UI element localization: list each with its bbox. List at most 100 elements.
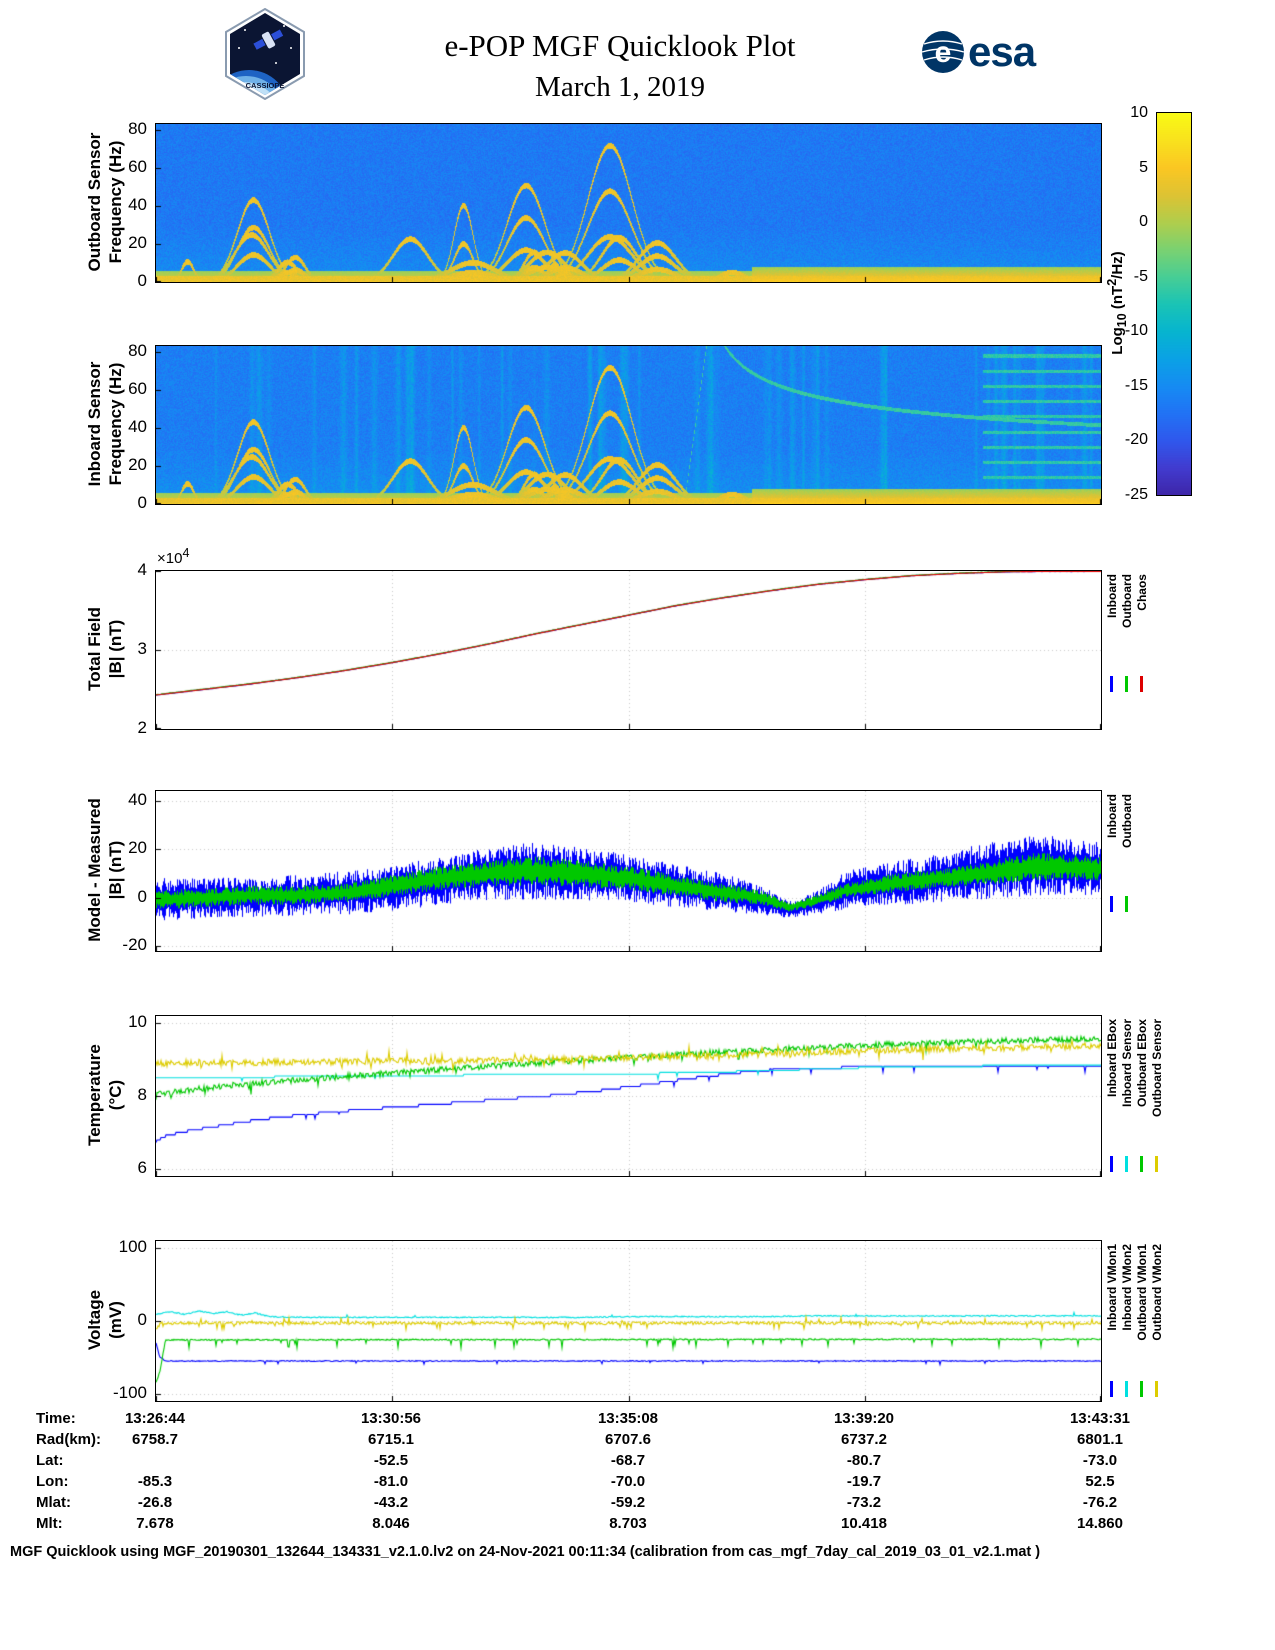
legend-swatch [1110,1381,1113,1397]
outboard-spectrogram-canvas [155,123,1102,283]
ytick-label: 4 [137,560,147,579]
legend-voltage: Inboard VMon1 Inboard VMon2 Outboard VMon1… [1104,1244,1164,1397]
legend-entry: Outboard [1119,794,1134,912]
colorbar-tick-label: -10 [1124,322,1148,340]
legend-label: Outboard VMon2 [1149,1244,1164,1341]
table-cell: -73.0 [1082,1452,1118,1469]
table-row: Mlat: -26.8 -43.2 -59.2 -73.2 -76.2 [0,1494,1275,1514]
legend-swatch [1125,676,1128,692]
legend-label: Outboard [1119,794,1134,848]
ytick-label: 8 [137,1085,147,1104]
legend-swatch [1155,1156,1158,1172]
table-cell: -76.2 [1082,1494,1118,1511]
legend-entry: Inboard [1104,794,1119,912]
ytick-label: 100 [118,1237,147,1257]
row-label: Time: [36,1410,76,1427]
colorbar-tick-label: 10 [1130,104,1148,121]
inboard-spectrogram-canvas [155,345,1102,505]
table-cell: 6737.2 [841,1431,887,1448]
table-cell: -26.8 [137,1494,173,1511]
ytick-label: 20 [128,454,147,474]
table-cell: 10.418 [841,1515,887,1532]
row-label: Rad(km): [36,1431,102,1448]
page-title: e-POP MGF Quicklook Plot [444,28,796,63]
ytick-label: 80 [128,118,147,138]
legend-entry: Inboard Sensor [1119,1019,1134,1172]
legend-label: Inboard [1104,574,1119,618]
esa-globe-e: e [935,36,952,69]
legend-label: Inboard VMon1 [1104,1244,1119,1331]
ytick-label: 40 [128,416,147,436]
temperature-canvas [155,1015,1102,1177]
table-cell: 6707.6 [605,1431,651,1448]
table-cell: -81.0 [373,1473,409,1490]
legend-label: Inboard [1104,794,1119,838]
table-cell: 8.046 [372,1515,410,1532]
colorbar-tick-label: -20 [1124,431,1148,449]
table-cell: -73.2 [846,1494,882,1511]
legend-label: Chaos [1134,574,1149,611]
table-cell: -85.3 [137,1473,173,1490]
ytick-label: 0 [137,493,147,512]
legend-label: Inboard Sensor [1119,1019,1134,1108]
legend-label: Inboard VMon2 [1119,1244,1134,1331]
model-measured-canvas [155,790,1102,952]
table-cell: 13:39:20 [833,1410,895,1427]
table-row: Lon: -85.3 -81.0 -70.0 -19.7 52.5 [0,1473,1275,1493]
ytick-label: 60 [128,156,147,176]
table-cell: -43.2 [373,1494,409,1511]
table-row: Mlt: 7.678 8.046 8.703 10.418 14.860 [0,1515,1275,1535]
legend-label: Outboard [1119,574,1134,628]
ytick-label: 60 [128,378,147,398]
table-cell: -70.0 [610,1473,646,1490]
legend-swatch [1140,1156,1143,1172]
legend-label: Inboard EBox [1104,1019,1119,1098]
row-label: Mlt: [36,1515,63,1532]
ytick-label: 6 [137,1157,147,1177]
legend-total_field: Inboard Outboard Chaos [1104,574,1149,692]
table-cell: 13:43:31 [1069,1410,1131,1427]
colorbar-tick-label: -5 [1133,267,1148,285]
legend-entry: Outboard Sensor [1149,1019,1164,1172]
legend-swatch [1140,676,1143,692]
table-cell: 6801.1 [1077,1431,1123,1448]
legend-label: Outboard EBox [1134,1019,1149,1108]
legend-swatch [1125,1381,1128,1397]
legend-entry: Outboard EBox [1134,1019,1149,1172]
table-cell: 13:35:08 [597,1410,659,1427]
legend-swatch [1110,896,1113,912]
table-cell: 7.678 [136,1515,174,1532]
ytick-label: 0 [137,271,147,290]
total-field-canvas [155,570,1102,730]
legend-entry: Chaos [1134,574,1149,692]
esa-logo: e esa [921,28,1038,75]
ytick-label: 40 [128,789,147,809]
legend-entry: Outboard VMon1 [1135,1244,1149,1397]
mission-logo-text: CASSIOPE [246,81,285,90]
patch-stars [238,25,292,64]
colorbar-tick-label: 5 [1139,158,1148,176]
ytick-label: 0 [137,886,147,906]
table-cell: 8.703 [609,1515,647,1532]
plot-date: March 1, 2019 [535,71,705,103]
legend-swatch [1140,1381,1143,1397]
colorbar [1156,112,1192,496]
ytick-label: -100 [112,1382,147,1402]
footer-note: MGF Quicklook using MGF_20190301_132644_… [10,1544,1041,1560]
legend-swatch [1125,896,1128,912]
ytick-label: -20 [122,935,147,955]
legend-entry: Inboard EBox [1104,1019,1119,1172]
legend-entry: Outboard VMon2 [1149,1244,1164,1397]
row-label: Mlat: [36,1494,71,1511]
legend-entry: Inboard VMon2 [1119,1244,1134,1397]
esa-wordmark: esa [968,28,1037,75]
esa-globe-stripes [921,40,965,61]
legend-model_measured: Inboard Outboard [1104,794,1134,912]
multiplier-exp: 4 [182,546,190,560]
table-cell: -80.7 [846,1452,882,1469]
table-row: Rad(km): 6758.7 6715.1 6707.6 6737.2 680… [0,1431,1275,1451]
legend-label: Outboard Sensor [1149,1019,1164,1118]
legend-swatch [1110,676,1113,692]
